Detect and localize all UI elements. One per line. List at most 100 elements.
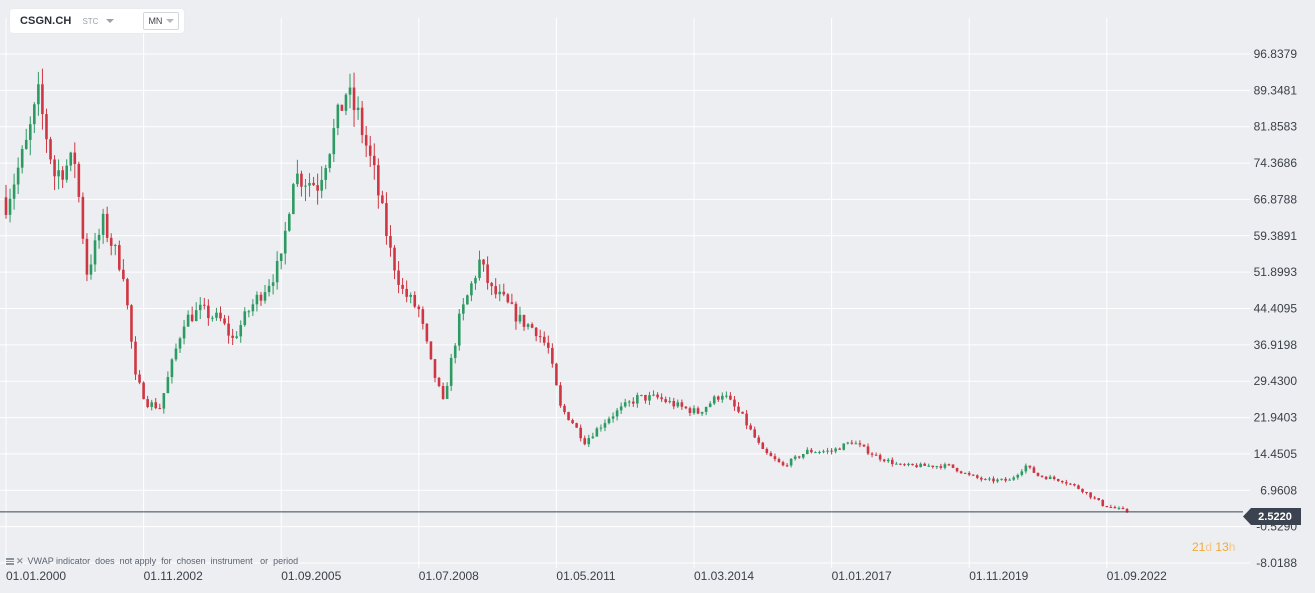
candle-body bbox=[660, 397, 663, 400]
candle-body bbox=[462, 304, 465, 314]
y-tick-label: 81.8583 bbox=[1254, 120, 1298, 134]
candle-body bbox=[595, 428, 599, 437]
candle-body bbox=[882, 459, 886, 462]
candle-body bbox=[130, 305, 133, 342]
candle-body bbox=[28, 124, 32, 140]
candle-body bbox=[401, 284, 404, 289]
candle-body bbox=[555, 363, 558, 386]
candle-body bbox=[927, 465, 931, 467]
candle-body bbox=[328, 154, 332, 169]
candle-body bbox=[781, 462, 785, 466]
candle-body bbox=[943, 464, 947, 468]
candle-body bbox=[603, 423, 607, 428]
candle-body bbox=[684, 406, 688, 409]
candle-body bbox=[340, 104, 344, 111]
candle-body bbox=[547, 342, 550, 348]
candle-body bbox=[211, 317, 214, 319]
candle-body bbox=[757, 437, 761, 443]
candle-body bbox=[437, 377, 441, 387]
close-icon[interactable]: ✕ bbox=[16, 555, 24, 566]
candle-body bbox=[506, 294, 510, 303]
instrument-symbol[interactable]: CSGN.CH bbox=[20, 15, 72, 27]
candle-body bbox=[801, 454, 805, 458]
candle-body bbox=[324, 168, 328, 180]
candle-body bbox=[502, 291, 506, 295]
candle-body bbox=[243, 311, 247, 326]
y-tick-label: 51.8993 bbox=[1254, 265, 1298, 279]
candle-body bbox=[287, 214, 291, 231]
candle-body bbox=[692, 408, 696, 414]
candle-body bbox=[599, 427, 603, 429]
candle-body bbox=[215, 312, 218, 318]
candle-body bbox=[1069, 483, 1072, 485]
candle-body bbox=[793, 456, 797, 459]
candle-body bbox=[636, 395, 639, 404]
candle-body bbox=[1081, 488, 1084, 493]
candle-body bbox=[571, 420, 574, 424]
candle-body bbox=[16, 167, 20, 185]
x-tick-label: 01.11.2002 bbox=[144, 569, 203, 583]
candle-body bbox=[971, 474, 975, 476]
candle-body bbox=[190, 314, 194, 322]
candle-body bbox=[1000, 478, 1003, 480]
candle-body bbox=[445, 385, 449, 399]
candle-body bbox=[984, 479, 987, 481]
candle-body bbox=[583, 438, 587, 445]
candle-body bbox=[316, 185, 319, 191]
candle-body bbox=[886, 459, 890, 462]
candle-body bbox=[385, 203, 388, 237]
candle-body bbox=[89, 264, 93, 275]
candle-body bbox=[490, 282, 493, 287]
x-tick-label: 01.11.2019 bbox=[969, 569, 1028, 583]
candle-body bbox=[1117, 507, 1121, 509]
x-tick-label: 01.01.2000 bbox=[6, 569, 66, 583]
chart-style-chevron-down-icon[interactable] bbox=[106, 19, 115, 23]
candle-body bbox=[1085, 492, 1088, 494]
candle-body bbox=[903, 464, 906, 466]
candle-body bbox=[567, 412, 570, 421]
y-tick-label: -8.0188 bbox=[1256, 556, 1297, 570]
candle-body bbox=[219, 312, 222, 319]
menu-icon[interactable] bbox=[6, 557, 14, 565]
candle-body bbox=[874, 454, 878, 456]
x-axis: 01.01.2000 01.11.2002 01.09.2005 01.07.2008… bbox=[6, 569, 1167, 583]
candle-body bbox=[1125, 509, 1129, 513]
candle-body bbox=[389, 236, 392, 248]
x-tick-label: 01.05.2011 bbox=[556, 569, 615, 583]
candle-body bbox=[1008, 479, 1011, 481]
candle-body bbox=[49, 139, 52, 160]
candle-body bbox=[907, 463, 910, 466]
candle-body bbox=[688, 408, 692, 414]
candle-body bbox=[1060, 480, 1064, 483]
candle-body bbox=[312, 182, 315, 186]
candle-body bbox=[466, 295, 469, 305]
candle-body bbox=[676, 402, 680, 407]
candle-body bbox=[822, 451, 825, 453]
candle-body bbox=[878, 455, 882, 460]
candlestick-series bbox=[4, 68, 1129, 514]
candle-body bbox=[842, 443, 846, 450]
countdown-hours: 13 bbox=[1215, 540, 1229, 554]
candle-body bbox=[810, 449, 813, 453]
countdown-days-unit: d bbox=[1205, 540, 1213, 554]
candle-body bbox=[1121, 507, 1125, 510]
candle-body bbox=[627, 401, 631, 403]
candle-body bbox=[858, 443, 862, 445]
candle-body bbox=[640, 394, 643, 396]
chart-style-label[interactable]: STC bbox=[82, 16, 99, 26]
candle-body bbox=[457, 313, 461, 346]
candle-body bbox=[235, 336, 238, 338]
period-select[interactable]: MN bbox=[143, 12, 180, 30]
candle-body bbox=[279, 253, 283, 261]
candle-body bbox=[360, 107, 364, 136]
candle-body bbox=[911, 463, 914, 466]
candle-body bbox=[514, 303, 518, 322]
candle-body bbox=[838, 448, 841, 450]
candle-body bbox=[716, 396, 720, 400]
candle-body bbox=[700, 411, 704, 414]
indicator-note-text: VWAP indicator does not apply for chosen… bbox=[27, 556, 299, 566]
y-tick-label: 36.9198 bbox=[1254, 338, 1298, 352]
candle-body bbox=[118, 245, 121, 270]
